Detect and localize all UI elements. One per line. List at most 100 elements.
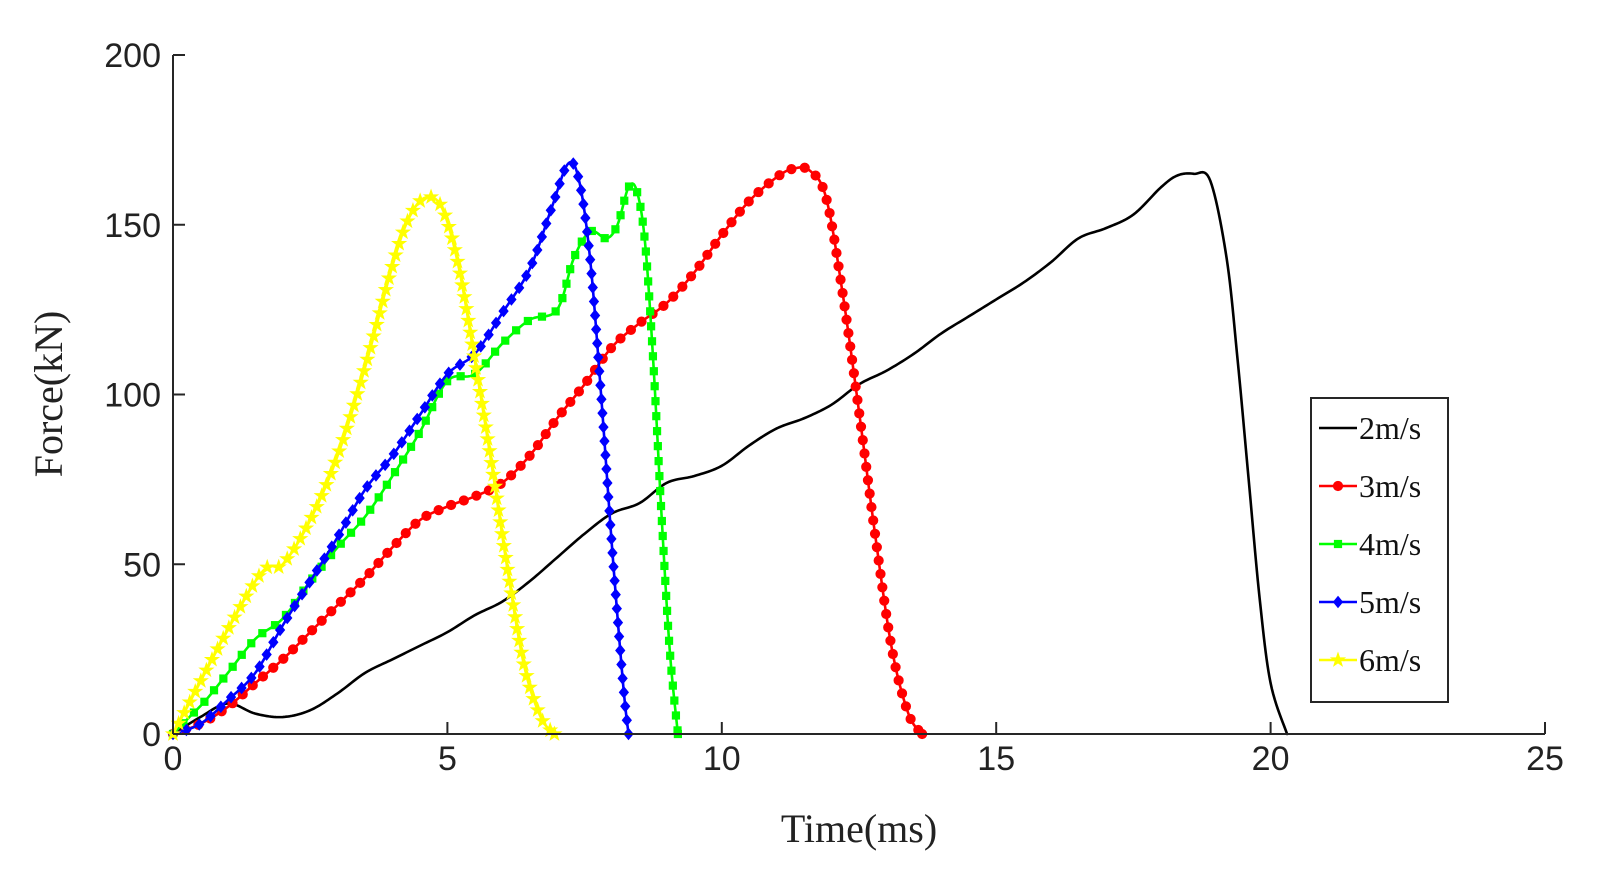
data-point-marker: [493, 525, 511, 541]
data-point-marker: [462, 323, 479, 340]
data-point-marker: [342, 408, 359, 424]
data-point-marker: [541, 217, 552, 230]
data-point-marker: [303, 508, 320, 525]
data-point-marker: [571, 250, 580, 260]
data-point-marker: [835, 274, 846, 285]
data-point-marker: [412, 192, 429, 208]
data-point-marker: [246, 671, 257, 685]
data-point-marker: [625, 324, 637, 336]
y-tick-label: 200: [104, 37, 161, 75]
data-point-marker: [585, 253, 596, 266]
data-point-marker: [839, 301, 850, 312]
data-point-marker: [498, 304, 509, 318]
data-point-marker: [512, 326, 521, 335]
x-tick-label: 0: [164, 740, 183, 778]
data-point-marker: [292, 530, 309, 546]
data-point-marker: [620, 196, 629, 205]
data-point-marker: [313, 487, 330, 503]
data-point-marker: [577, 237, 586, 246]
data-point-marker: [799, 162, 810, 173]
data-point-marker: [615, 333, 626, 344]
data-point-marker: [597, 406, 608, 420]
data-point-marker: [486, 477, 504, 494]
data-point-marker: [507, 608, 524, 624]
data-point-marker: [651, 397, 660, 406]
data-point-marker: [270, 558, 287, 574]
data-point-marker: [859, 448, 870, 459]
data-point-marker: [279, 550, 296, 566]
data-point-marker: [605, 518, 616, 532]
data-point-marker: [652, 412, 661, 421]
data-point-marker: [355, 362, 373, 378]
data-point-marker: [488, 489, 505, 506]
data-point-marker: [322, 465, 339, 481]
data-point-marker: [422, 188, 440, 204]
data-point-marker: [647, 337, 657, 346]
data-point-marker: [181, 693, 198, 710]
data-point-marker: [391, 235, 408, 251]
data-point-marker: [205, 709, 216, 723]
data-point-marker: [203, 651, 221, 667]
data-point-marker: [866, 501, 877, 513]
data-point-marker: [638, 217, 647, 226]
data-point-marker: [829, 234, 840, 245]
data-point-marker: [554, 177, 565, 191]
data-point-marker: [379, 458, 391, 472]
data-point-marker: [404, 424, 415, 437]
data-point-marker: [885, 635, 896, 646]
data-point-marker: [515, 460, 526, 471]
data-point-marker: [359, 350, 376, 367]
data-point-marker: [548, 417, 559, 429]
data-point-marker: [600, 448, 611, 462]
data-point-marker: [641, 247, 650, 256]
y-tick-label: 150: [104, 207, 161, 245]
data-point-marker: [599, 434, 610, 448]
data-point-marker: [287, 644, 299, 655]
data-point-marker: [382, 547, 393, 558]
series-2m-per-s: [171, 170, 1289, 736]
data-point-marker: [1329, 651, 1347, 667]
data-point-marker: [514, 281, 525, 295]
data-point-marker: [319, 552, 330, 565]
legend-item: 4m/s: [1319, 526, 1421, 562]
data-point-marker: [1332, 595, 1344, 609]
data-point-marker: [602, 476, 613, 490]
data-point-marker: [414, 429, 423, 439]
data-point-marker: [501, 572, 518, 589]
data-point-marker: [650, 382, 659, 391]
data-point-marker: [864, 488, 875, 499]
data-point-marker: [380, 269, 398, 286]
data-point-marker: [505, 596, 522, 612]
data-point-marker: [589, 309, 601, 322]
data-point-marker: [491, 347, 500, 356]
data-point-marker: [857, 435, 868, 446]
data-point-marker: [536, 230, 548, 244]
data-point-marker: [331, 442, 348, 459]
data-point-marker: [475, 406, 492, 423]
data-point-marker: [362, 480, 373, 493]
data-point-marker: [753, 186, 764, 198]
x-tick-label: 10: [703, 740, 741, 778]
data-point-marker: [394, 223, 412, 240]
data-point-marker: [192, 672, 209, 688]
data-point-marker: [905, 713, 916, 725]
data-point-marker: [451, 264, 469, 281]
data-point-marker: [374, 292, 391, 309]
data-point-marker: [616, 658, 627, 671]
data-point-marker: [656, 501, 666, 511]
data-point-marker: [615, 644, 626, 657]
data-point-marker: [481, 359, 490, 368]
data-point-marker: [900, 701, 912, 712]
data-point-marker: [285, 540, 303, 556]
data-point-marker: [261, 648, 272, 661]
data-point-marker: [537, 312, 547, 321]
data-point-marker: [662, 606, 672, 615]
data-point-marker: [200, 697, 209, 706]
data-point-marker: [726, 217, 737, 228]
data-point-marker: [306, 625, 318, 636]
data-point-marker: [326, 540, 337, 554]
data-point-marker: [821, 194, 832, 205]
data-point-marker: [506, 293, 517, 306]
data-point-marker: [575, 183, 587, 197]
data-point-marker: [458, 300, 475, 316]
